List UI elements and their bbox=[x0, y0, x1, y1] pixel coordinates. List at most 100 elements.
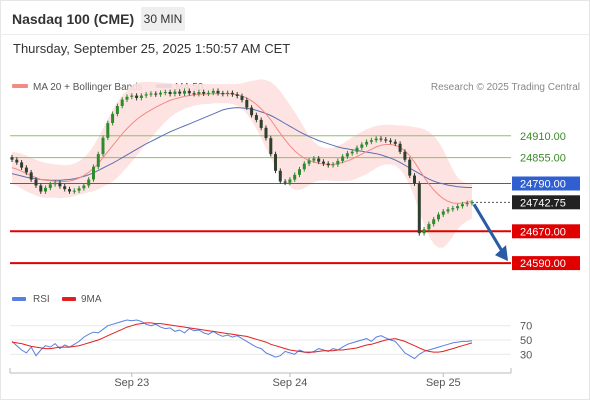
candle-body bbox=[44, 187, 47, 192]
candle-body bbox=[293, 174, 297, 180]
candle-body bbox=[384, 139, 388, 141]
candle-body bbox=[302, 163, 306, 170]
candle-body bbox=[307, 160, 311, 164]
candle-body bbox=[115, 106, 119, 114]
ma9-legend-swatch bbox=[62, 297, 76, 301]
candle-body bbox=[92, 166, 95, 180]
price-label-24790.00: 24790.00 bbox=[520, 179, 566, 191]
candle-body bbox=[350, 151, 354, 154]
candle-body bbox=[230, 92, 234, 95]
candle-body bbox=[187, 90, 191, 94]
candle-body bbox=[144, 94, 148, 96]
ma50-line bbox=[11, 107, 472, 188]
candle-body bbox=[216, 90, 220, 94]
ma9-legend-label: 9MA bbox=[81, 294, 102, 305]
candle-body bbox=[240, 96, 244, 100]
rsi-line bbox=[11, 319, 473, 360]
candle-body bbox=[58, 182, 62, 187]
price-label-bg-24910.00 bbox=[512, 128, 580, 143]
price-label-bg-24590.00 bbox=[512, 256, 580, 271]
candle-body bbox=[149, 93, 153, 95]
candle-body bbox=[259, 119, 263, 128]
candle-body bbox=[283, 181, 287, 183]
ma20-legend-swatch bbox=[12, 84, 28, 88]
candle-body bbox=[72, 190, 76, 192]
price-label-24855.00: 24855.00 bbox=[520, 153, 566, 165]
candle-body bbox=[125, 96, 129, 100]
price-label-bg-24790.00 bbox=[512, 176, 580, 191]
x-tick-label: Sep 24 bbox=[272, 377, 307, 389]
candle-body bbox=[413, 175, 416, 184]
candle-body bbox=[336, 160, 340, 165]
candle-body bbox=[312, 158, 316, 161]
rsi-legend-label: RSI bbox=[33, 294, 50, 305]
rsi-ma9-line bbox=[11, 322, 473, 353]
candle-body bbox=[235, 94, 239, 96]
candle-body bbox=[87, 179, 91, 186]
candle-body bbox=[130, 95, 134, 97]
forecast-arrow-shaft bbox=[472, 203, 504, 252]
candle-body bbox=[379, 138, 383, 140]
rsi-tick-label: 70 bbox=[520, 321, 532, 333]
candle-body bbox=[432, 219, 436, 225]
price-label-bg-24742.75 bbox=[512, 195, 580, 210]
candle-body bbox=[360, 144, 364, 148]
candle-body bbox=[254, 115, 258, 120]
candle-body bbox=[250, 107, 254, 116]
candle-body bbox=[269, 138, 273, 155]
candle-body bbox=[355, 147, 359, 152]
credit-text: Research © 2025 Trading Central bbox=[431, 82, 580, 93]
bollinger-band bbox=[12, 79, 472, 248]
candle-body bbox=[317, 158, 321, 162]
candle-body bbox=[427, 224, 431, 230]
candle-body bbox=[422, 229, 426, 234]
candle-body bbox=[322, 161, 325, 164]
candle-body bbox=[226, 92, 230, 94]
header-divider bbox=[0, 34, 590, 35]
candle-body bbox=[29, 172, 33, 180]
candle-body bbox=[139, 95, 143, 98]
price-label-bg-24670.00 bbox=[512, 224, 580, 239]
candle-body bbox=[68, 189, 71, 192]
candle-body bbox=[63, 186, 67, 190]
candle-body bbox=[202, 92, 206, 94]
candle-body bbox=[106, 123, 110, 138]
candle-body bbox=[135, 95, 139, 98]
candle-body bbox=[441, 211, 445, 215]
price-label-24590.00: 24590.00 bbox=[520, 258, 566, 270]
candle-body bbox=[211, 90, 215, 93]
candle-body bbox=[77, 188, 81, 191]
candle-body bbox=[393, 141, 397, 144]
forecast-arrow-head bbox=[495, 245, 508, 262]
symbol-title: Nasdaq 100 (CME) bbox=[12, 11, 135, 27]
price-label-24742.75: 24742.75 bbox=[520, 197, 566, 209]
rsi-tick-label: 50 bbox=[520, 335, 532, 347]
candle-body bbox=[178, 91, 182, 94]
candle-body bbox=[341, 156, 345, 161]
candle-body bbox=[10, 157, 14, 160]
candle-body bbox=[53, 182, 57, 185]
price-label-bg-24855.00 bbox=[512, 150, 580, 165]
candle-body bbox=[408, 159, 412, 176]
candle-body bbox=[288, 179, 292, 183]
candle-body bbox=[82, 185, 86, 189]
candle-body bbox=[264, 127, 268, 139]
candle-body bbox=[101, 137, 105, 155]
candle-body bbox=[470, 202, 474, 204]
candle-body bbox=[331, 164, 335, 166]
candle-body bbox=[173, 91, 177, 94]
candle-body bbox=[460, 204, 464, 207]
rsi-tick-label: 30 bbox=[520, 349, 532, 361]
candle-body bbox=[274, 154, 277, 171]
timeframe-button[interactable]: 30 MIN bbox=[141, 7, 185, 31]
candle-body bbox=[326, 163, 330, 166]
candle-body bbox=[437, 214, 440, 220]
candle-body bbox=[159, 92, 162, 95]
candle-body bbox=[192, 93, 196, 95]
candle-body bbox=[451, 208, 455, 210]
price-label-24910.00: 24910.00 bbox=[520, 131, 566, 143]
candle-body bbox=[183, 90, 186, 94]
candle-body bbox=[221, 93, 225, 95]
rsi-legend-swatch bbox=[12, 297, 26, 301]
